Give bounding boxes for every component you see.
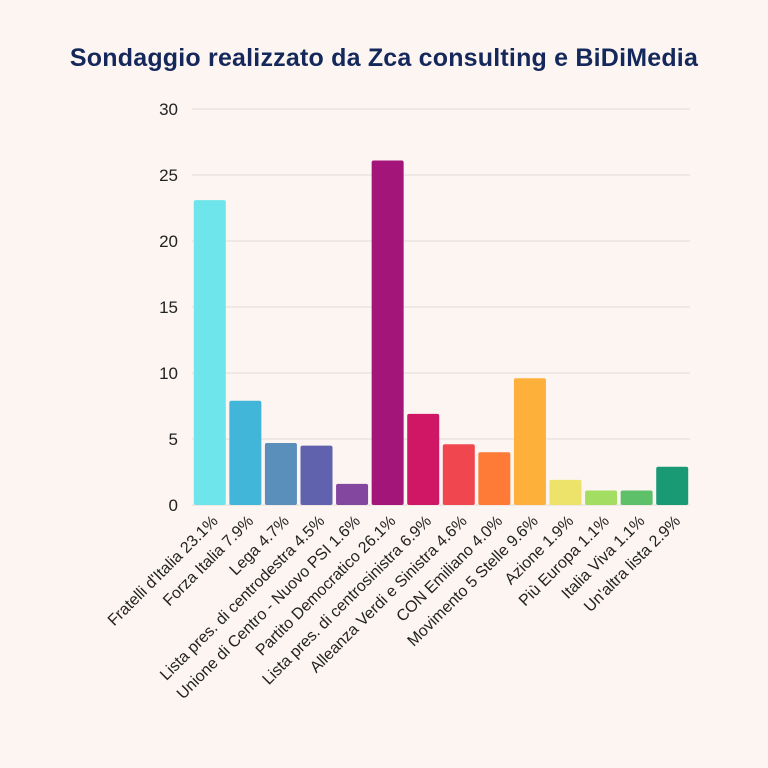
bar bbox=[336, 483, 369, 505]
y-tick-label: 15 bbox=[159, 298, 178, 317]
y-axis: 0 5 10 15 20 25 30 bbox=[159, 100, 178, 515]
bar bbox=[371, 160, 404, 506]
y-tick-label: 0 bbox=[169, 496, 178, 515]
y-tick-label: 30 bbox=[159, 100, 178, 119]
y-tick-label: 25 bbox=[159, 166, 178, 185]
bar bbox=[442, 444, 475, 505]
y-tick-label: 20 bbox=[159, 232, 178, 251]
y-tick-label: 5 bbox=[169, 430, 178, 449]
bar bbox=[549, 479, 582, 505]
bar bbox=[407, 413, 440, 505]
bar bbox=[300, 445, 333, 505]
x-axis: Fratelli d'Italia 23.1%Forza Italia 7.9%… bbox=[105, 513, 684, 703]
bar bbox=[585, 490, 618, 505]
bar bbox=[513, 378, 546, 505]
bar bbox=[620, 490, 653, 505]
bar bbox=[229, 400, 262, 505]
y-tick-label: 10 bbox=[159, 364, 178, 383]
chart-title: Sondaggio realizzato da Zca consulting e… bbox=[69, 44, 699, 72]
bar bbox=[478, 452, 511, 505]
bars bbox=[193, 160, 689, 506]
bar bbox=[193, 200, 226, 505]
bar bbox=[656, 466, 689, 505]
bar bbox=[264, 442, 297, 505]
